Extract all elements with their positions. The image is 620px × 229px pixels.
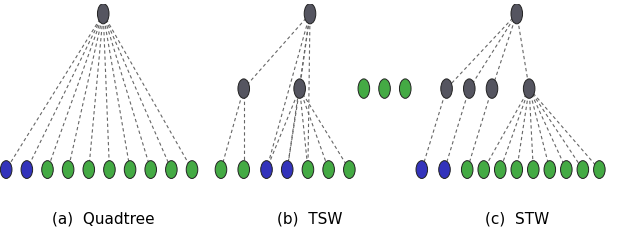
Ellipse shape	[486, 79, 498, 99]
Ellipse shape	[511, 5, 523, 25]
Ellipse shape	[379, 79, 391, 99]
Ellipse shape	[302, 161, 314, 179]
Text: (a)  Quadtree: (a) Quadtree	[52, 210, 154, 225]
Ellipse shape	[528, 161, 539, 179]
Ellipse shape	[104, 161, 115, 179]
Ellipse shape	[294, 79, 306, 99]
Ellipse shape	[441, 79, 453, 99]
Ellipse shape	[304, 5, 316, 25]
Ellipse shape	[323, 161, 334, 179]
Ellipse shape	[42, 161, 53, 179]
Ellipse shape	[124, 161, 136, 179]
Text: (c)  STW: (c) STW	[485, 210, 549, 225]
Ellipse shape	[439, 161, 450, 179]
Ellipse shape	[166, 161, 177, 179]
Ellipse shape	[63, 161, 74, 179]
Ellipse shape	[399, 79, 411, 99]
Ellipse shape	[21, 161, 33, 179]
Ellipse shape	[1, 161, 12, 179]
Ellipse shape	[593, 161, 605, 179]
Ellipse shape	[215, 161, 227, 179]
Ellipse shape	[523, 79, 535, 99]
Ellipse shape	[186, 161, 198, 179]
Text: (b)  TSW: (b) TSW	[277, 210, 343, 225]
Ellipse shape	[358, 79, 370, 99]
Ellipse shape	[478, 161, 490, 179]
Ellipse shape	[495, 161, 506, 179]
Ellipse shape	[511, 161, 523, 179]
Ellipse shape	[464, 79, 475, 99]
Ellipse shape	[281, 161, 293, 179]
Ellipse shape	[83, 161, 95, 179]
Ellipse shape	[461, 161, 473, 179]
Ellipse shape	[560, 161, 572, 179]
Ellipse shape	[416, 161, 428, 179]
Ellipse shape	[261, 161, 272, 179]
Ellipse shape	[97, 5, 109, 25]
Ellipse shape	[544, 161, 556, 179]
Ellipse shape	[343, 161, 355, 179]
Ellipse shape	[238, 161, 249, 179]
Ellipse shape	[238, 79, 249, 99]
Ellipse shape	[577, 161, 588, 179]
Ellipse shape	[145, 161, 156, 179]
